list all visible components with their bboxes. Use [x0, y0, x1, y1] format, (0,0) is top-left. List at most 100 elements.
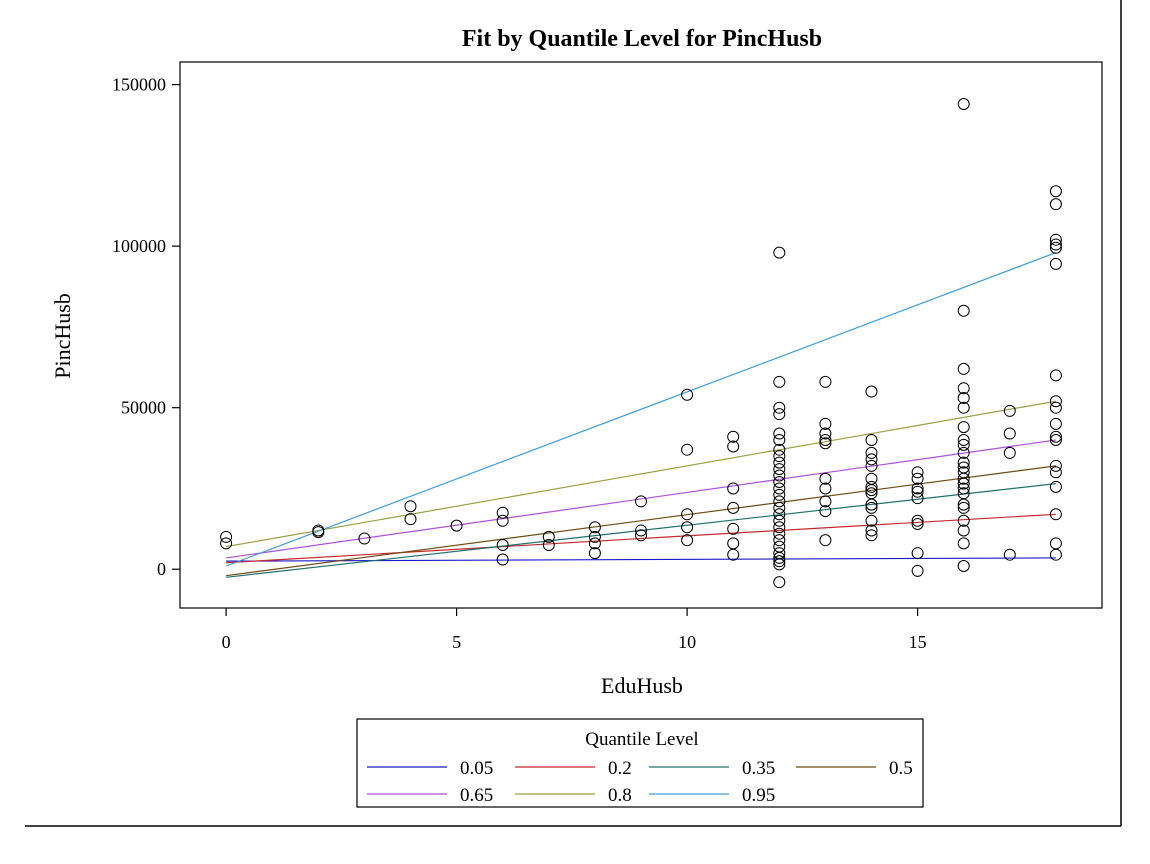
- data-point: [957, 438, 970, 451]
- data-point: [727, 548, 740, 561]
- data-point: [957, 498, 970, 511]
- data-point: [1003, 404, 1016, 417]
- data-point: [911, 514, 924, 527]
- data-point: [865, 459, 878, 472]
- x-tick-label: 15: [909, 632, 927, 652]
- x-tick-label: 5: [452, 632, 461, 652]
- data-point: [773, 576, 786, 589]
- y-axis: 0 50000 100000 150000: [112, 75, 180, 579]
- data-point: [1049, 548, 1062, 561]
- data-point: [1049, 395, 1062, 408]
- data-point: [1049, 417, 1062, 430]
- plot-area: [179, 61, 1103, 609]
- y-tick-label: 100000: [112, 236, 166, 256]
- fit-line-q0-65: [226, 439, 1056, 559]
- data-point: [865, 480, 878, 493]
- data-point: [957, 446, 970, 459]
- data-point: [865, 529, 878, 542]
- data-point: [358, 532, 371, 545]
- data-point: [819, 505, 832, 518]
- data-point: [773, 501, 786, 514]
- data-point: [635, 495, 647, 508]
- data-point: [635, 524, 647, 537]
- data-point: [957, 560, 970, 572]
- data-point: [496, 539, 509, 551]
- data-point: [957, 456, 970, 469]
- data-point: [727, 522, 740, 535]
- y-tick-label: 150000: [112, 75, 166, 95]
- data-point: [957, 514, 970, 527]
- data-point: [1049, 233, 1062, 246]
- data-point: [773, 527, 786, 540]
- data-point: [819, 534, 832, 547]
- legend-label: 0.65: [460, 785, 493, 806]
- data-point: [773, 540, 786, 553]
- data-point: [220, 537, 233, 550]
- data-point: [727, 482, 740, 495]
- data-point: [727, 440, 740, 453]
- data-point: [819, 434, 832, 446]
- data-point: [865, 453, 878, 466]
- data-point: [819, 427, 832, 440]
- chart-title: Fit by Quantile Level for PincHusb: [462, 26, 822, 52]
- legend-label: 0.8: [608, 785, 632, 806]
- data-point: [773, 555, 786, 568]
- data-point: [773, 558, 786, 571]
- data-point: [957, 98, 970, 110]
- data-point: [773, 456, 786, 469]
- data-point: [957, 477, 970, 490]
- fit-line-q0-2: [226, 513, 1056, 564]
- data-point: [773, 482, 786, 495]
- data-point: [1049, 434, 1062, 446]
- data-point: [819, 482, 832, 495]
- data-point: [496, 506, 509, 519]
- data-point: [957, 501, 970, 514]
- data-point: [496, 514, 509, 527]
- data-point: [220, 530, 233, 543]
- data-point: [773, 488, 786, 501]
- data-point: [1049, 430, 1062, 443]
- data-point: [957, 382, 970, 395]
- data-point: [404, 513, 417, 526]
- data-point: [588, 547, 601, 560]
- legend-label: 0.35: [742, 758, 775, 779]
- data-point: [773, 551, 786, 564]
- data-point: [957, 304, 970, 317]
- data-point: [773, 514, 786, 527]
- data-point: [1049, 257, 1062, 270]
- x-axis: 0 5 10 15: [222, 608, 927, 652]
- data-point: [727, 537, 740, 550]
- data-point: [819, 495, 832, 508]
- data-point: [681, 534, 694, 547]
- data-point: [865, 484, 878, 497]
- data-point: [588, 521, 601, 534]
- data-point: [773, 508, 786, 521]
- data-point: [1049, 241, 1062, 254]
- data-point: [773, 476, 786, 488]
- data-point: [542, 539, 555, 551]
- legend-title: Quantile Level: [585, 729, 698, 750]
- data-point: [727, 430, 740, 443]
- data-point: [773, 534, 786, 547]
- y-tick-label: 50000: [121, 398, 166, 418]
- data-point: [773, 408, 786, 421]
- data-point: [588, 530, 601, 543]
- data-point: [681, 388, 694, 401]
- legend-label: 0.2: [608, 758, 632, 779]
- data-point: [1003, 548, 1016, 561]
- data-point: [819, 417, 832, 430]
- data-point: [865, 514, 878, 527]
- x-axis-label: EduHusb: [601, 673, 683, 698]
- fit-line-q0-8: [225, 400, 1057, 548]
- data-point: [911, 472, 924, 485]
- data-point: [1049, 466, 1062, 479]
- data-point: [542, 530, 555, 543]
- data-point: [911, 564, 924, 577]
- data-point: [1049, 508, 1062, 521]
- data-point: [865, 434, 878, 446]
- data-point: [773, 443, 786, 456]
- data-point: [957, 524, 970, 537]
- data-point: [911, 482, 924, 495]
- data-point: [727, 501, 740, 514]
